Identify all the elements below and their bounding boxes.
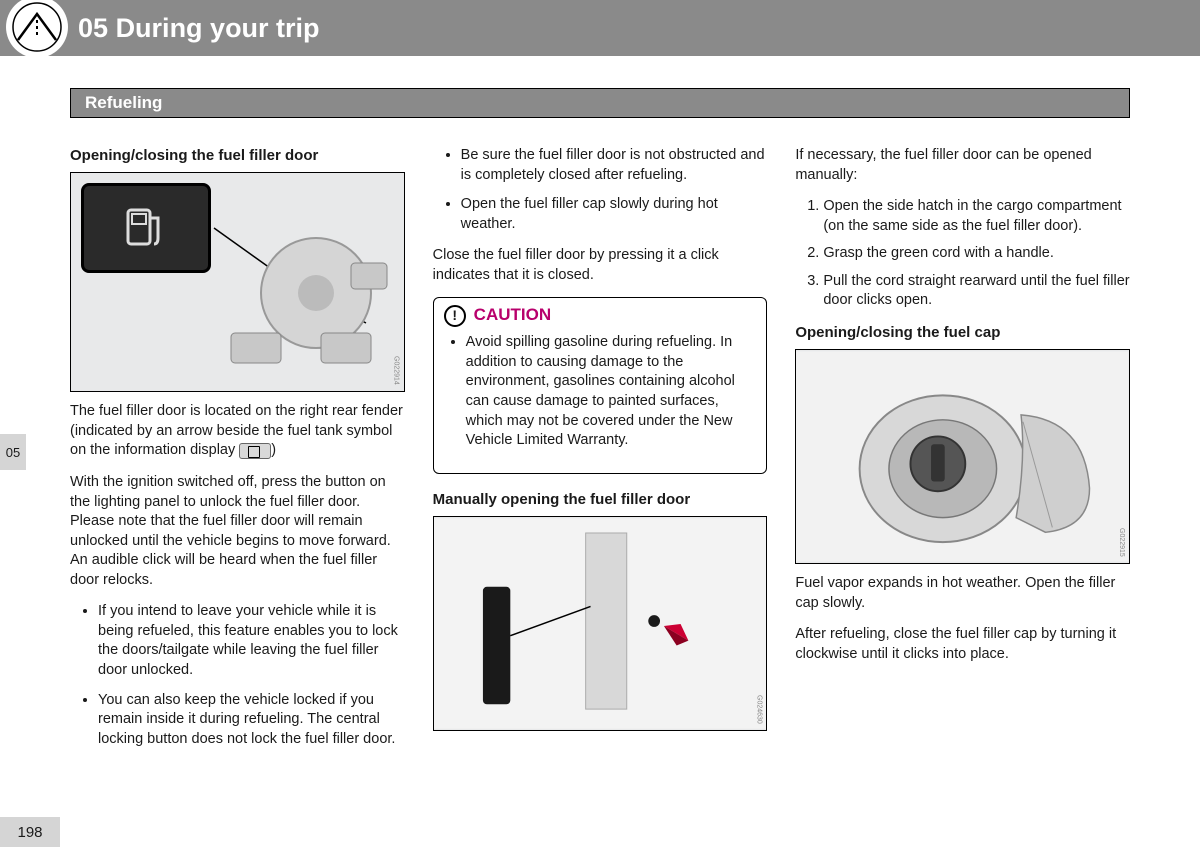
figure-fuel-button: G022914: [70, 172, 405, 392]
ordered-list: Open the side hatch in the cargo compart…: [795, 197, 1130, 311]
caution-title: CAUTION: [474, 304, 551, 327]
paragraph: If necessary, the fuel filler door can b…: [795, 146, 1130, 185]
bullet-list: Be sure the fuel filler door is not obst…: [433, 146, 768, 234]
caution-text: Avoid spilling gasoline during refueling…: [466, 333, 755, 450]
list-item: Open the side hatch in the cargo compart…: [823, 197, 1130, 236]
paragraph: The fuel filler door is located on the r…: [70, 402, 405, 461]
column-2: Be sure the fuel filler door is not obst…: [433, 146, 768, 761]
page-number: 198: [0, 817, 60, 847]
heading-fuel-door: Opening/closing the fuel filler door: [70, 146, 405, 166]
figure-code: G022914: [391, 356, 400, 385]
list-item: Grasp the green cord with a handle.: [823, 244, 1130, 264]
content-columns: Opening/closing the fuel filler door G02…: [0, 118, 1200, 761]
list-item: Pull the cord straight rearward until th…: [823, 272, 1130, 311]
caution-box: ! CAUTION Avoid spilling gasoline during…: [433, 297, 768, 473]
list-item: You can also keep the vehicle locked if …: [98, 691, 405, 750]
fuel-symbol-icon: [239, 443, 271, 459]
chapter-title: 05 During your trip: [78, 13, 320, 44]
paragraph: After refueling, close the fuel filler c…: [795, 625, 1130, 664]
section-bar: Refueling: [70, 88, 1130, 118]
list-item: If you intend to leave your vehicle whil…: [98, 602, 405, 680]
figure-fuel-cap: G022915: [795, 349, 1130, 564]
heading-manual-open: Manually opening the fuel filler door: [433, 490, 768, 510]
paragraph: Fuel vapor expands in hot weather. Open …: [795, 574, 1130, 613]
column-1: Opening/closing the fuel filler door G02…: [70, 146, 405, 761]
bullet-list: If you intend to leave your vehicle whil…: [70, 602, 405, 749]
chapter-header: 05 During your trip: [0, 0, 1200, 56]
side-tab: 05: [0, 434, 26, 470]
caution-icon: !: [444, 305, 466, 327]
list-item: Be sure the fuel filler door is not obst…: [461, 146, 768, 185]
figure-code: G024630: [754, 695, 763, 724]
figure-code: G022915: [1117, 528, 1126, 557]
paragraph: Close the fuel filler door by pressing i…: [433, 246, 768, 285]
heading-fuel-cap: Opening/closing the fuel cap: [795, 323, 1130, 343]
list-item: Open the fuel filler cap slowly during h…: [461, 195, 768, 234]
figure-manual-open: G024630: [433, 516, 768, 731]
column-3: If necessary, the fuel filler door can b…: [795, 146, 1130, 761]
section-title: Refueling: [71, 89, 1129, 117]
paragraph: With the ignition switched off, press th…: [70, 473, 405, 590]
chapter-icon: [6, 0, 68, 58]
